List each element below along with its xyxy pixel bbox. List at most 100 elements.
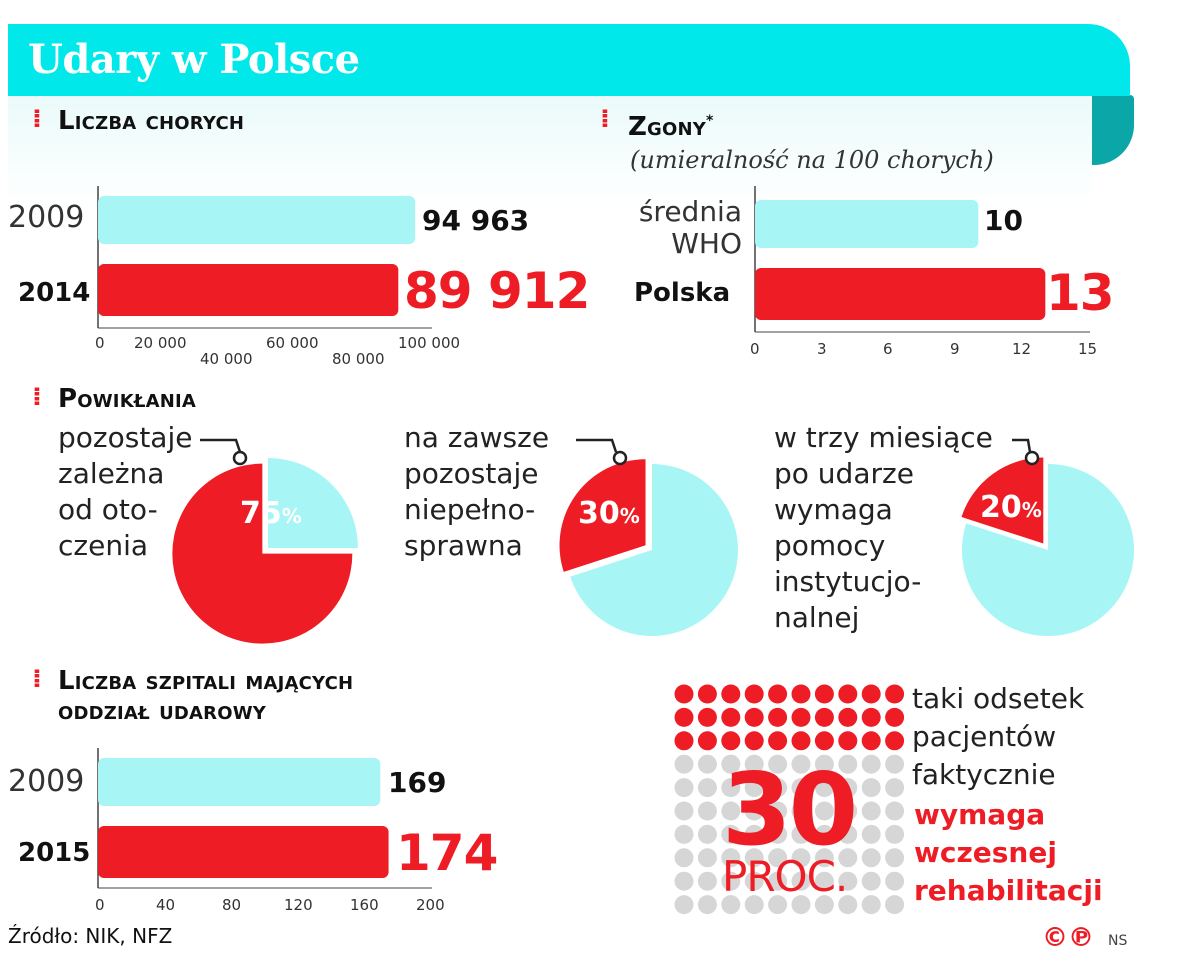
dot-matrix-dot xyxy=(721,895,741,915)
pie1-leader-dot xyxy=(232,450,248,466)
chart1-bar-1 xyxy=(98,264,399,316)
rehab-value: 30 xyxy=(722,751,858,868)
header-band xyxy=(8,24,1130,96)
dot-matrix-dot xyxy=(814,731,834,751)
dot-matrix-dot xyxy=(791,684,811,704)
chart2-tick-label-2: 6 xyxy=(883,340,893,358)
dot-matrix-dot xyxy=(861,801,881,821)
chart2-category-1: Polska xyxy=(634,278,731,308)
dot-matrix-dot xyxy=(721,684,741,704)
dot-matrix-dot xyxy=(791,731,811,751)
chart2-bar-0 xyxy=(755,200,979,248)
dot-matrix-dot xyxy=(814,684,834,704)
dot-matrix-dot xyxy=(697,848,717,868)
dot-matrix-dot xyxy=(744,871,764,891)
chart2-tick-label-0: 0 xyxy=(750,340,760,358)
dot-matrix-dot xyxy=(885,754,905,774)
dot-matrix-dot xyxy=(791,824,811,844)
chart4-bar-0 xyxy=(98,758,381,806)
dot-matrix-dot xyxy=(838,801,858,821)
pie1 xyxy=(172,458,358,644)
dot-matrix-dot xyxy=(861,731,881,751)
dot-matrix-dot xyxy=(838,895,858,915)
source-note: Źródło: NIK, NFZ xyxy=(8,924,173,948)
pie1-rest-slice xyxy=(268,458,358,548)
dot-matrix-dot xyxy=(768,871,788,891)
pie2-leader-line xyxy=(576,438,618,453)
dot-matrix-dot xyxy=(885,707,905,727)
chart4-tick-label-5: 200 xyxy=(416,896,445,914)
pie1-value-label: 75% xyxy=(240,496,302,531)
chart4-value-label-1: 174 xyxy=(396,824,498,882)
chart2-category-0: średnia WHO xyxy=(638,195,742,260)
rehab-text-highlight: wymaga wczesnej rehabilitacji xyxy=(914,798,1103,907)
section-marker-icon: ⁞ xyxy=(32,104,42,134)
dot-matrix-dot xyxy=(814,778,834,798)
chart2-subtitle: (umieralność na 100 chorych) xyxy=(630,146,994,174)
dot-matrix-dot xyxy=(697,754,717,774)
dot-matrix-dot xyxy=(814,801,834,821)
author-initials: NS xyxy=(1108,933,1128,949)
dot-matrix-dot xyxy=(768,778,788,798)
dot-matrix-dot xyxy=(885,731,905,751)
dot-matrix-dot xyxy=(721,778,741,798)
dot-matrix-dot xyxy=(697,871,717,891)
dot-matrix-dot xyxy=(885,778,905,798)
chart1-value-label-1: 89 912 xyxy=(404,262,590,320)
dot-matrix-dot xyxy=(744,848,764,868)
dot-matrix-dot xyxy=(744,754,764,774)
dot-matrix-dot xyxy=(861,754,881,774)
dot-matrix-dot xyxy=(721,707,741,727)
dot-matrix-dot xyxy=(885,801,905,821)
dot-matrix-dot xyxy=(744,824,764,844)
dot-matrix-dot xyxy=(674,731,694,751)
chart1-category-0: 2009 xyxy=(8,200,85,235)
dot-matrix-dot xyxy=(814,707,834,727)
section-marker-icon: ⁞ xyxy=(32,664,42,694)
dot-matrix-dot xyxy=(768,707,788,727)
dot-matrix-dot xyxy=(674,684,694,704)
chart1-tick-label-5: 100 000 xyxy=(398,334,461,352)
dot-matrix-dot xyxy=(838,871,858,891)
chart2-tick-label-5: 15 xyxy=(1078,340,1098,358)
dot-matrix-dot xyxy=(885,895,905,915)
dot-matrix-dot xyxy=(674,707,694,727)
chart4-tick-label-0: 0 xyxy=(95,896,105,914)
dot-matrix-dot xyxy=(674,848,694,868)
chart2-bar-1 xyxy=(755,268,1046,320)
pie1-leader-line xyxy=(200,438,242,453)
pie2-rest-slice xyxy=(570,464,738,636)
chart2-tick-label-1: 3 xyxy=(817,340,827,358)
dot-matrix-dot xyxy=(791,801,811,821)
copyright-icon: ©℗ xyxy=(1042,923,1094,953)
chart2-value-label-1: 13 xyxy=(1046,264,1115,322)
dot-matrix-dot xyxy=(814,824,834,844)
dot-matrix-dot xyxy=(697,731,717,751)
dot-matrix-dot xyxy=(814,871,834,891)
chart4-tick-label-1: 40 xyxy=(156,896,176,914)
dot-matrix-dot xyxy=(674,871,694,891)
chart2-value-label-0: 10 xyxy=(984,204,1023,237)
dot-matrix-dot xyxy=(861,848,881,868)
dot-matrix-dot xyxy=(721,871,741,891)
chart3-title: Powikłania xyxy=(58,384,197,414)
dot-matrix-dot xyxy=(674,754,694,774)
pie3 xyxy=(961,457,1134,636)
dot-matrix-dot xyxy=(744,707,764,727)
dot-matrix-dot xyxy=(861,684,881,704)
dot-matrix-dot xyxy=(861,707,881,727)
section-marker-icon: ⁞ xyxy=(32,382,42,412)
dot-matrix-dot xyxy=(791,871,811,891)
pie3-leader-line xyxy=(1012,438,1032,453)
dot-matrix-dot xyxy=(744,684,764,704)
section-marker-icon: ⁞ xyxy=(600,104,610,134)
pie2 xyxy=(559,459,738,636)
dot-matrix-dot xyxy=(744,895,764,915)
chart1-tick-label-3: 60 000 xyxy=(266,334,319,352)
dot-matrix-dot xyxy=(885,848,905,868)
chart4-category-1: 2015 xyxy=(18,838,91,868)
rehab-text: taki odsetek pacjentów faktycznie xyxy=(912,682,1085,791)
